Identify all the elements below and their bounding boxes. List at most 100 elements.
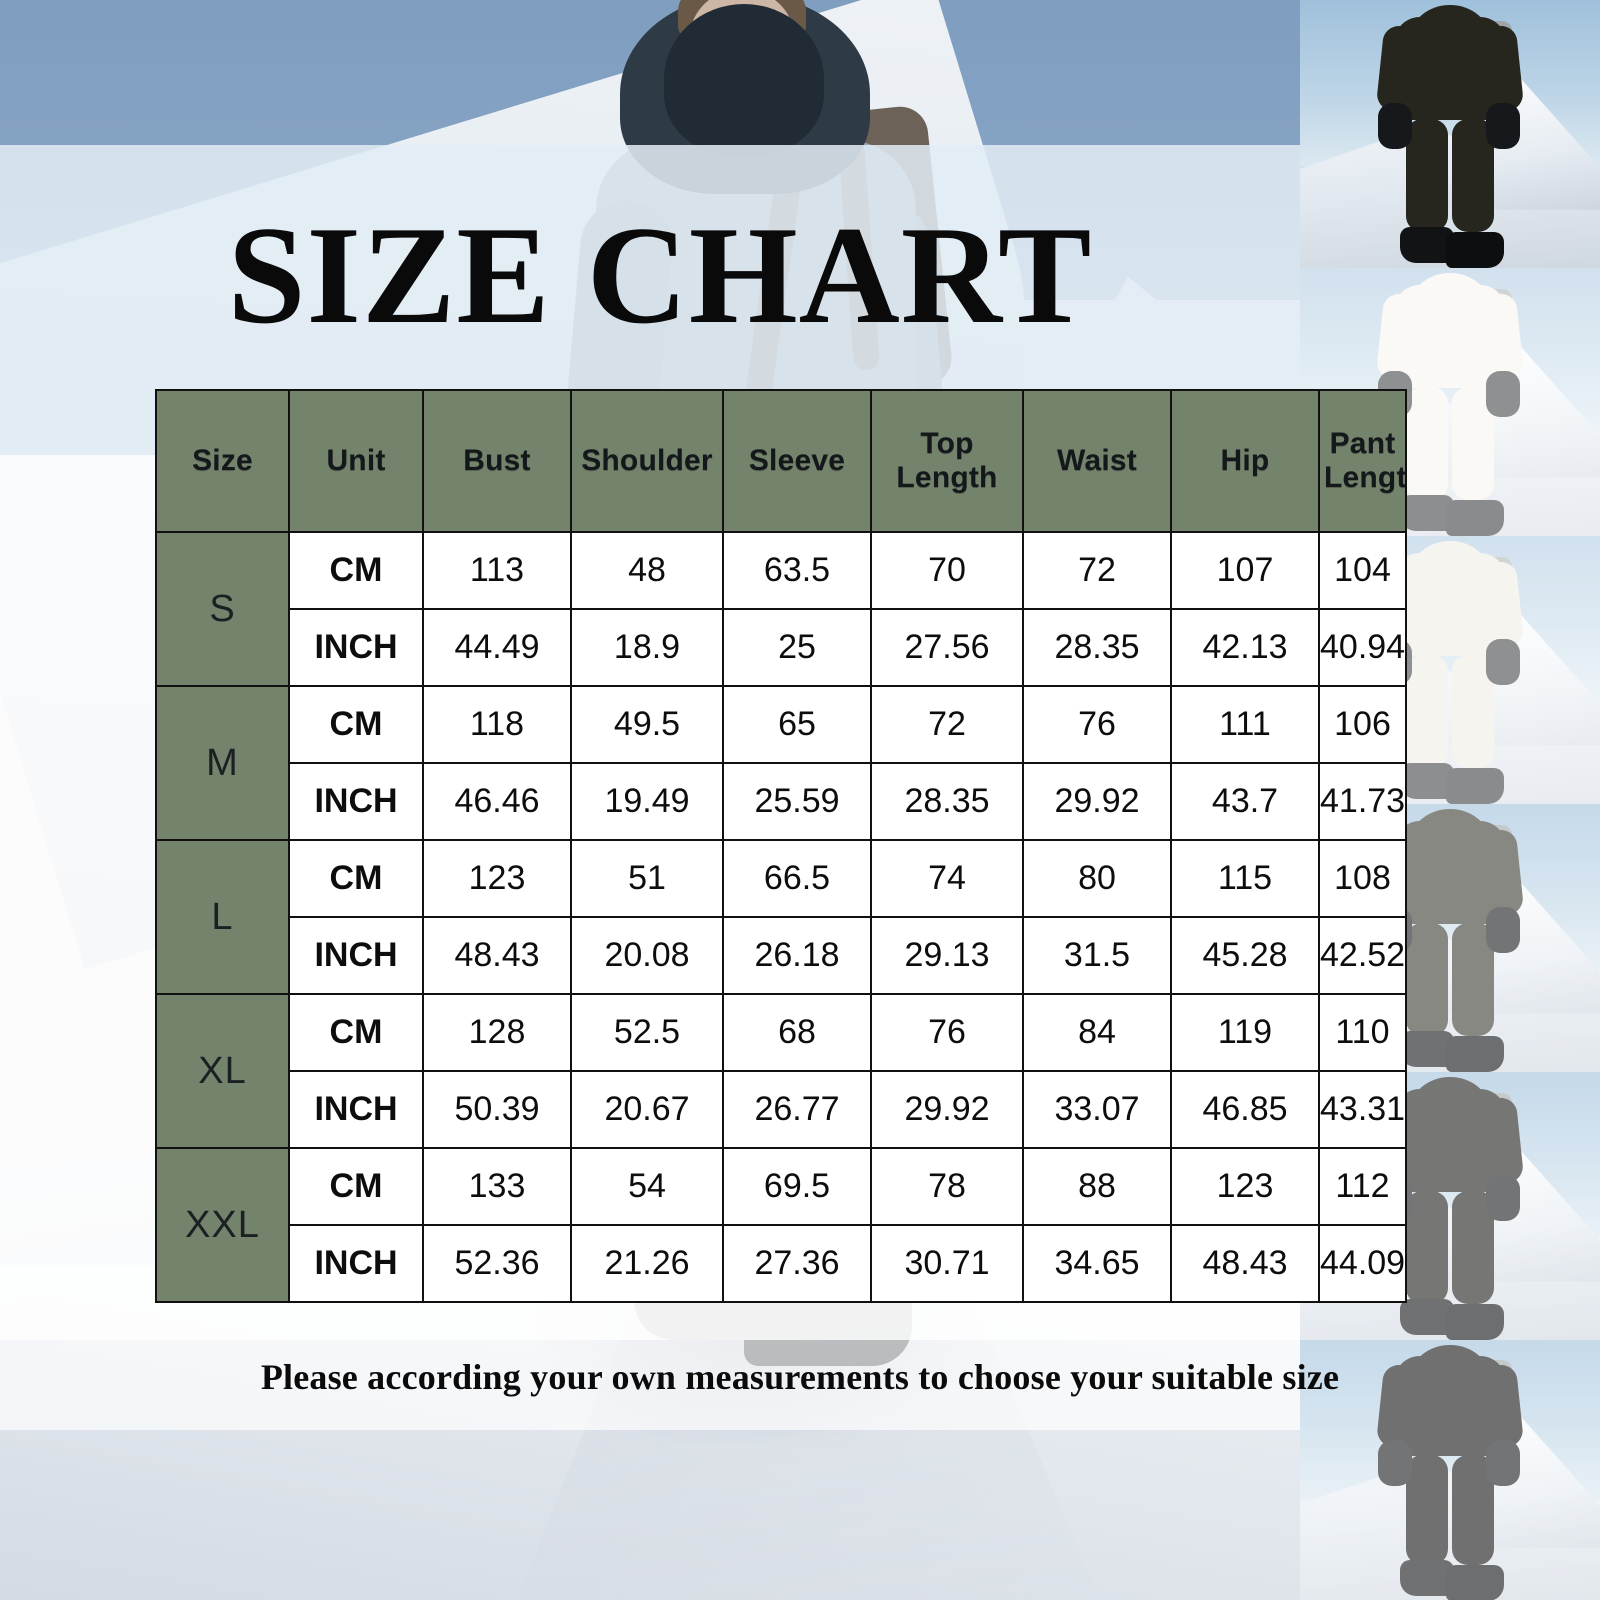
unit-cell: CM: [288, 531, 424, 610]
value-shoulder: 51: [570, 839, 724, 918]
value-bust: 44.49: [422, 608, 572, 687]
value-pant-length: 112: [1318, 1147, 1407, 1226]
thumb-overlay: [1300, 1340, 1600, 1600]
value-sleeve: 25.59: [722, 762, 872, 841]
value-hip: 111: [1170, 685, 1320, 764]
thumb-right-glove: [1486, 103, 1520, 150]
value-waist: 31.5: [1022, 916, 1172, 995]
unit-cell: INCH: [288, 762, 424, 841]
value-sleeve: 66.5: [722, 839, 872, 918]
table-row: INCH 48.43 20.08 26.18 29.13 31.5 45.28 42.52: [156, 916, 1407, 995]
value-top-length: 72: [870, 685, 1024, 764]
value-hip: 42.13: [1170, 608, 1320, 687]
unit-cell: INCH: [288, 608, 424, 687]
value-top-length: 29.92: [870, 1070, 1024, 1149]
product-thumb-black-tracksuit-2[interactable]: [1300, 1340, 1600, 1600]
value-waist: 72: [1022, 531, 1172, 610]
value-bust: 128: [422, 993, 572, 1072]
product-thumb-black-tracksuit[interactable]: [1300, 0, 1600, 268]
value-waist: 80: [1022, 839, 1172, 918]
unit-cell: INCH: [288, 1070, 424, 1149]
thumb-left-leg: [1406, 118, 1448, 232]
value-pant-length: 108: [1318, 839, 1407, 918]
value-shoulder: 20.67: [570, 1070, 724, 1149]
unit-cell: INCH: [288, 916, 424, 995]
value-pant-length: 41.73: [1318, 762, 1407, 841]
value-bust: 123: [422, 839, 572, 918]
thumb-right-boot: [1446, 1303, 1504, 1340]
table-row: INCH 46.46 19.49 25.59 28.35 29.92 43.7 41.73: [156, 762, 1407, 841]
value-top-length: 28.35: [870, 762, 1024, 841]
measurement-note: Please according your own measurements t…: [260, 1357, 1340, 1397]
value-bust: 133: [422, 1147, 572, 1226]
unit-cell: INCH: [288, 1224, 424, 1303]
value-hip: 43.7: [1170, 762, 1320, 841]
thumb-right-boot: [1446, 1564, 1504, 1600]
unit-cell: CM: [288, 993, 424, 1072]
value-shoulder: 18.9: [570, 608, 724, 687]
value-shoulder: 21.26: [570, 1224, 724, 1303]
size-label-m: M: [155, 685, 290, 841]
table-row: M CM 118 49.5 65 72 76 111 106: [155, 685, 1407, 841]
value-waist: 33.07: [1022, 1070, 1172, 1149]
value-top-length: 30.71: [870, 1224, 1024, 1303]
value-top-length: 70: [870, 531, 1024, 610]
thumb-left-glove: [1378, 1440, 1412, 1487]
value-shoulder: 48: [570, 531, 724, 610]
value-waist: 84: [1022, 993, 1172, 1072]
thumb-left-glove: [1378, 103, 1412, 150]
table-row: INCH 50.39 20.67 26.77 29.92 33.07 46.85 43.31: [156, 1070, 1407, 1149]
value-pant-length: 40.94: [1318, 608, 1407, 687]
size-chart-table: Size Unit Bust Shoulder Sleeve Top Lengt…: [155, 389, 1407, 1303]
header-sleeve: Sleeve: [722, 389, 872, 533]
value-bust: 48.43: [422, 916, 572, 995]
table-row: XXL CM 133 54 69.5 78 88 123 112: [155, 1147, 1407, 1303]
value-waist: 29.92: [1022, 762, 1172, 841]
thumb-right-glove: [1486, 907, 1520, 954]
value-shoulder: 52.5: [570, 993, 724, 1072]
hood-inner: [664, 4, 824, 154]
thumb-right-boot: [1446, 1035, 1504, 1072]
thumb-right-glove: [1486, 1175, 1520, 1222]
thumb-left-leg: [1406, 1190, 1448, 1304]
thumb-hood: [1410, 1345, 1490, 1414]
unit-cell: CM: [288, 839, 424, 918]
thumb-right-boot: [1446, 231, 1504, 268]
value-sleeve: 26.77: [722, 1070, 872, 1149]
value-sleeve: 26.18: [722, 916, 872, 995]
header-unit: Unit: [288, 389, 424, 533]
thumb-left-boot: [1400, 226, 1454, 263]
value-shoulder: 49.5: [570, 685, 724, 764]
header-hip: Hip: [1170, 389, 1320, 533]
value-shoulder: 19.49: [570, 762, 724, 841]
thumb-left-leg: [1406, 1455, 1448, 1565]
value-hip: 115: [1170, 839, 1320, 918]
value-sleeve: 69.5: [722, 1147, 872, 1226]
value-bust: 50.39: [422, 1070, 572, 1149]
product-thumb-dark-tracksuit[interactable]: [1300, 1072, 1600, 1340]
value-top-length: 29.13: [870, 916, 1024, 995]
value-pant-length: 110: [1318, 993, 1407, 1072]
table-header-row: Size Unit Bust Shoulder Sleeve Top Lengt…: [155, 389, 1407, 533]
value-pant-length: 104: [1318, 531, 1407, 610]
value-bust: 46.46: [422, 762, 572, 841]
value-hip: 48.43: [1170, 1224, 1320, 1303]
size-label-l: L: [155, 839, 290, 995]
value-waist: 88: [1022, 1147, 1172, 1226]
table-row: S CM 113 48 63.5 70 72 107 104: [155, 531, 1407, 687]
value-bust: 118: [422, 685, 572, 764]
table-row: XL CM 128 52.5 68 76 84 119 110: [155, 993, 1407, 1149]
header-bust: Bust: [422, 389, 572, 533]
unit-cell: CM: [288, 685, 424, 764]
table-row: INCH 52.36 21.26 27.36 30.71 34.65 48.43 44.09: [156, 1224, 1407, 1303]
value-pant-length: 44.09: [1318, 1224, 1407, 1303]
table-row: INCH 44.49 18.9 25 27.56 28.35 42.13 40.94: [156, 608, 1407, 687]
thumb-left-boot: [1400, 1298, 1454, 1335]
value-hip: 107: [1170, 531, 1320, 610]
value-bust: 113: [422, 531, 572, 610]
value-hip: 46.85: [1170, 1070, 1320, 1149]
value-shoulder: 20.08: [570, 916, 724, 995]
size-label-s: S: [155, 531, 290, 687]
table-row: L CM 123 51 66.5 74 80 115 108: [155, 839, 1407, 995]
thumb-hood: [1410, 809, 1490, 878]
